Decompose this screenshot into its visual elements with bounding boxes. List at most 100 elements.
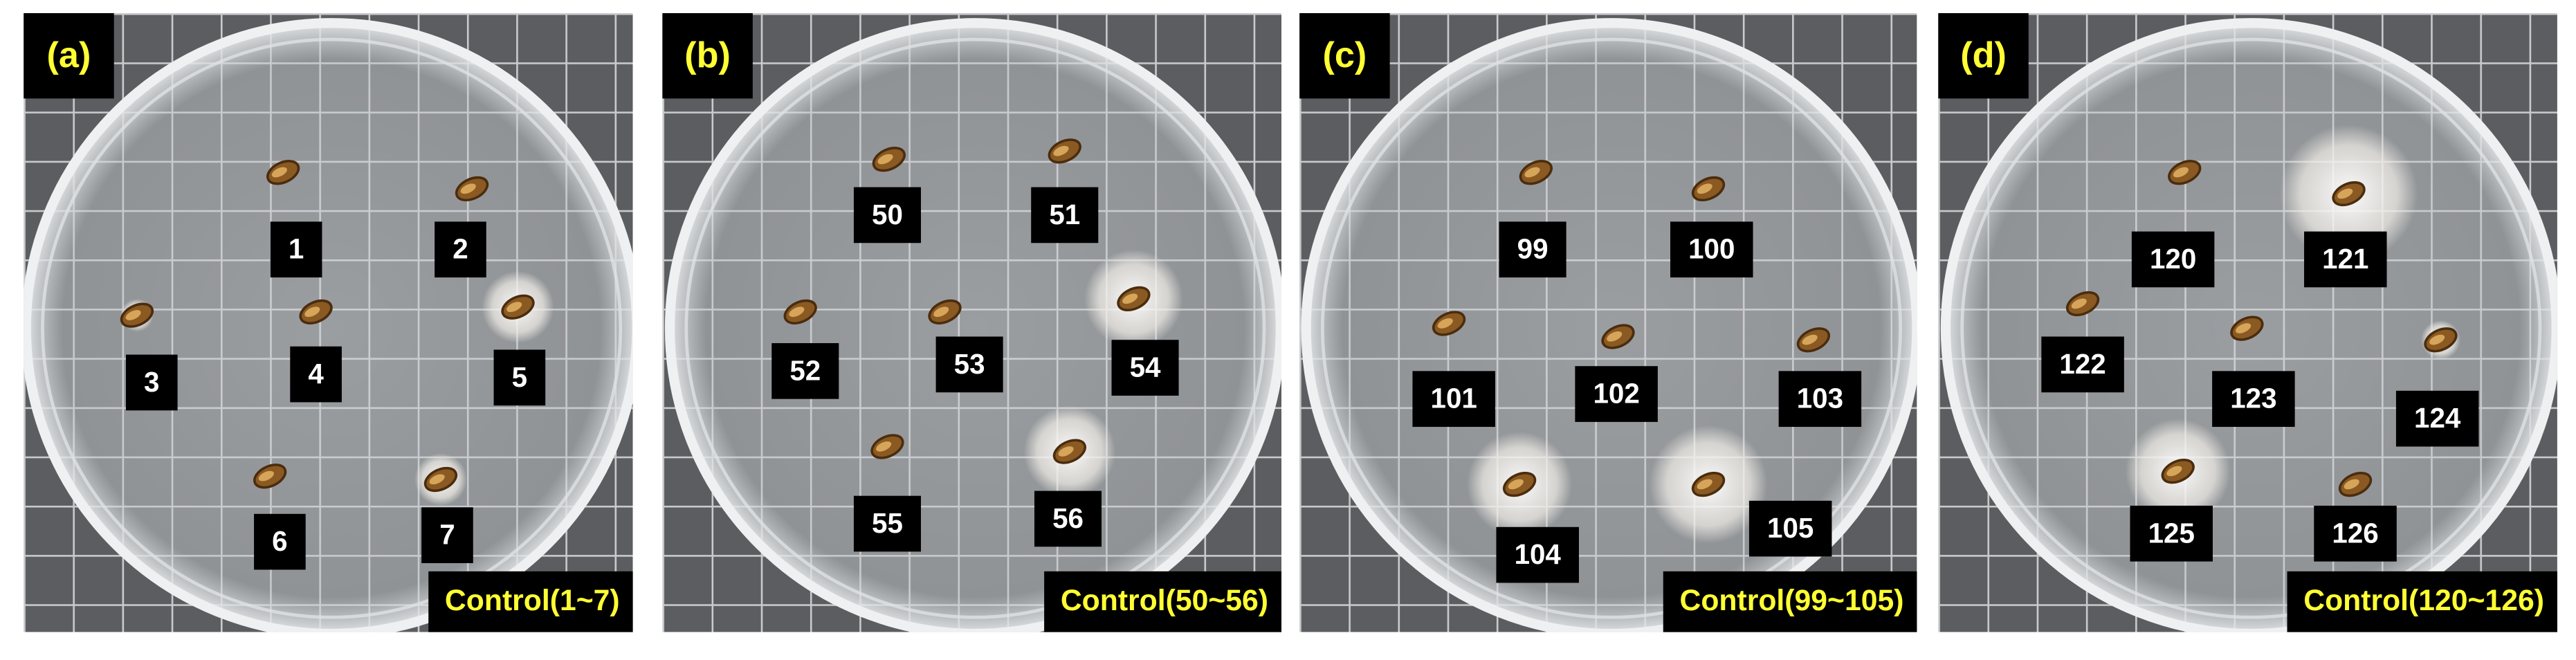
caption: Control(1~7) <box>445 584 620 617</box>
panel-label: (a) <box>47 35 91 75</box>
seed-highlight <box>1122 293 1138 304</box>
seed-label-box <box>2395 390 2479 447</box>
panel-label-box <box>1299 12 1390 99</box>
seed-label-box <box>1031 187 1099 244</box>
seed-label: 1 <box>289 233 304 265</box>
seed-label: 53 <box>954 348 985 380</box>
panel-photo <box>24 12 633 632</box>
seed-label: 50 <box>872 199 903 230</box>
seed-highlight <box>304 306 320 318</box>
seed-label: 124 <box>2414 402 2461 434</box>
caption-box <box>1044 571 1282 632</box>
seed-label-box <box>421 507 473 563</box>
seed-label: 125 <box>2148 517 2195 549</box>
seed-highlight <box>2337 188 2353 199</box>
seed-label-box <box>1778 371 1862 428</box>
seed-highlight <box>876 441 892 452</box>
seed-label: 99 <box>1517 233 1549 265</box>
seed-highlight <box>1437 318 1453 329</box>
seed-label-box <box>254 513 306 570</box>
seed-label: 120 <box>2150 243 2196 275</box>
seed-highlight <box>1058 446 1074 457</box>
seed-label-box <box>435 221 486 278</box>
seed-label-box <box>2041 336 2124 393</box>
seed-highlight <box>2344 479 2359 490</box>
panel-label-box <box>662 12 753 99</box>
seed-label-box <box>1496 526 1579 583</box>
seed-highlight <box>125 310 141 320</box>
seed-highlight <box>2173 167 2189 178</box>
seed-highlight <box>1508 479 1524 490</box>
petri-dish-rim <box>1320 37 1903 619</box>
seed-label-box <box>2304 231 2387 288</box>
panel: 99 100 101 102 103 104 105 (c) Control(99~105) <box>1299 12 1917 632</box>
caption-box <box>428 571 633 632</box>
panel: 50 51 52 53 54 55 56 (b) Control(50~56) <box>662 12 1282 632</box>
seed-highlight <box>1697 183 1712 194</box>
seed-label: 100 <box>1688 233 1735 265</box>
seed-label-box <box>1034 491 1102 547</box>
seed-label: 55 <box>872 507 903 539</box>
panel: 1 2 3 4 5 6 7 (a) Control(1~7) <box>24 12 633 632</box>
caption: Control(120~126) <box>2303 584 2544 617</box>
seed-label-box <box>270 221 322 278</box>
seed-highlight <box>933 306 949 318</box>
panel-label-box <box>1938 12 2029 99</box>
seed-label: 2 <box>453 233 468 265</box>
seed-highlight <box>460 183 476 194</box>
seed-highlight <box>2166 466 2182 477</box>
seed-label: 4 <box>308 358 324 389</box>
panel-label-box <box>24 12 114 99</box>
seed-label: 105 <box>1767 512 1814 544</box>
seed-highlight <box>2236 323 2251 333</box>
seed-label-box <box>290 346 342 403</box>
seed-label-box <box>1412 371 1495 428</box>
petri-dish-rim <box>41 37 623 619</box>
seed-highlight <box>1802 334 1818 345</box>
seed-label: 123 <box>2230 383 2276 414</box>
seed-label: 121 <box>2322 243 2368 275</box>
seed-highlight <box>506 302 522 312</box>
seed-label: 54 <box>1130 351 1161 383</box>
seed-highlight <box>877 154 893 165</box>
seed-label-box <box>125 354 178 411</box>
seed-label-box <box>493 349 546 406</box>
seed-label: 122 <box>2059 348 2105 380</box>
seed-label-box <box>935 336 1003 393</box>
caption: Control(99~105) <box>1679 584 1903 617</box>
seed-label: 56 <box>1052 502 1084 534</box>
seed-highlight <box>1053 145 1069 156</box>
petri-dish <box>665 18 1282 632</box>
seed-label: 126 <box>2332 517 2378 549</box>
petri-dish-rim <box>684 37 1266 619</box>
panel-photo <box>662 12 1282 632</box>
caption-box <box>1663 571 1917 632</box>
seed-highlight <box>1697 479 1712 490</box>
seed-label: 103 <box>1797 383 1843 414</box>
seed-highlight <box>2429 334 2445 345</box>
seed-label-box <box>1670 221 1753 278</box>
panel-label: (c) <box>1322 35 1367 75</box>
seed-highlight <box>271 167 287 178</box>
seed-label: 3 <box>144 366 159 398</box>
panel-label: (b) <box>684 35 731 75</box>
seed-label: 51 <box>1049 199 1080 230</box>
seed-label: 5 <box>512 361 527 393</box>
panel: 120 121 122 123 124 125 126 (d) Control(120~126) <box>1938 12 2557 632</box>
seed-label: 102 <box>1593 378 1639 410</box>
seed-label: 6 <box>272 525 287 557</box>
panel-label: (d) <box>1960 35 2007 75</box>
seed-label-box <box>2131 231 2215 288</box>
seed-label-box <box>1499 221 1566 278</box>
petri-dish-rim <box>1960 37 2542 619</box>
seed-label-box <box>2314 505 2397 562</box>
seed-highlight <box>258 470 274 482</box>
seed-label-box <box>1111 340 1179 396</box>
caption-box <box>2287 571 2557 632</box>
seed-label-box <box>853 495 921 552</box>
petri-dish <box>24 18 633 632</box>
seed-label-box <box>1575 366 1658 422</box>
seed-label: 104 <box>1515 538 1562 570</box>
